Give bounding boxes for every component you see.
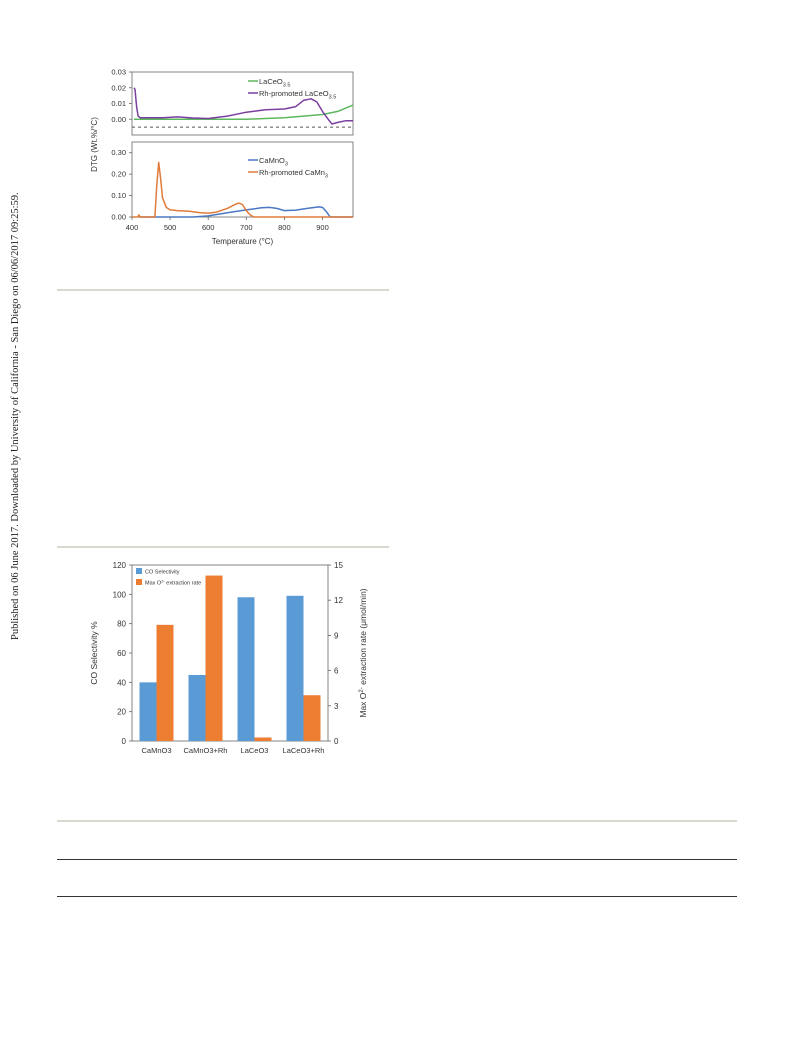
- dtg-y-axis-title: DTG (Wt.%/°C): [90, 117, 99, 172]
- figure-separator-1: [57, 289, 389, 291]
- bar-co-selectivity-camno3: [139, 682, 157, 741]
- selectivity-bar-chart: 120 100 80 60 40 20 0 15 12 9 6 3 0 CaMnO3 CaMnO3+Rh La…: [89, 561, 368, 755]
- bar-legend-label-max: Max O2- extraction rate: [145, 579, 201, 587]
- bar-y-axis-title: CO Selectivity %: [89, 621, 99, 685]
- bar-y-tick-label: 0: [122, 737, 127, 746]
- dtg-y-tick-label: 0.01: [111, 99, 126, 108]
- dtg-legend-label: Rh-promoted LaCeO3.5: [259, 89, 336, 101]
- bar-y-tick-label: 120: [113, 561, 127, 570]
- bar-x-tick-label: LaCeO3+Rh: [283, 746, 325, 755]
- bar-co-selectivity-laceo3-rh: [286, 595, 304, 741]
- bar-y-tick-label: 20: [117, 708, 126, 717]
- watermark-text: Published on 06 June 2017. Downloaded by…: [10, 192, 21, 640]
- dtg-series-rh-promoted-laceo3-5: [133, 87, 353, 125]
- dtg-legend-label: CaMnO3: [259, 156, 288, 168]
- bar-legend-swatch-co: [136, 568, 142, 574]
- selectivity-figure: 120 100 80 60 40 20 0 15 12 9 6 3 0 CaMnO3 CaMnO3+Rh La…: [80, 556, 370, 766]
- dtg-y-tick-label: 0.00: [111, 115, 126, 124]
- dtg-y-tick-label: 0.02: [111, 83, 126, 92]
- bar-y2-tick-label: 12: [334, 596, 343, 605]
- dtg-panel-frame-top: [131, 71, 354, 136]
- dtg-chart: 0.03 0.02 0.01 0.00 LaCeO3.5Rh-promoted LaCe…: [90, 68, 354, 246]
- bar-co-selectivity-laceo3: [237, 597, 255, 741]
- table-rule-bottom: [57, 896, 737, 897]
- bar-y2-tick-label: 6: [334, 667, 339, 676]
- bar-x-tick-label: CaMnO3: [141, 746, 171, 755]
- bar-y2-tick-label: 3: [334, 702, 339, 711]
- dtg-x-tick-label: 600: [202, 223, 215, 232]
- page-separator-1: [57, 820, 737, 822]
- bar-x-tick-label: CaMnO3+Rh: [184, 746, 228, 755]
- bar-y2-tick-label: 0: [334, 737, 339, 746]
- table-rule-top: [57, 859, 737, 860]
- dtg-x-tick-label: 700: [240, 223, 253, 232]
- bar-max-extraction-rate-camno3: [156, 624, 174, 741]
- bar-legend-label-co: CO Selectivity: [145, 570, 180, 576]
- bar-max-extraction-rate-laceo3-rh: [303, 695, 321, 741]
- dtg-figure: 0.03 0.02 0.01 0.00 LaCeO3.5 Rh-promoted LaCe…: [80, 62, 360, 262]
- dtg-y-tick-label: 0.03: [111, 68, 126, 77]
- dtg-x-tick-label: 800: [278, 223, 291, 232]
- dtg-legend-label: Rh-promoted CaMn3: [259, 168, 328, 180]
- dtg-y-tick-label: 0.10: [111, 191, 126, 200]
- figure-separator-2: [57, 546, 389, 548]
- bar-y2-axis-title: Max O2- extraction rate (μmol/min): [358, 588, 368, 717]
- bar-y-tick-label: 80: [117, 620, 126, 629]
- dtg-legend-label: LaCeO3.5: [259, 77, 290, 89]
- dtg-series-rh-promoted-camn3: [132, 161, 353, 218]
- download-watermark: Published on 06 June 2017. Downloaded by…: [6, 180, 22, 640]
- dtg-x-axis-title: Temperature (°C): [212, 237, 274, 246]
- dtg-y-tick-label: 0.20: [111, 170, 126, 179]
- dtg-x-tick-label: 900: [316, 223, 329, 232]
- bar-y-tick-label: 60: [117, 649, 126, 658]
- dtg-y-tick-label: 0.00: [111, 213, 126, 222]
- dtg-y-tick-label: 0.30: [111, 148, 126, 157]
- bar-max-extraction-rate-camno3-rh: [205, 575, 223, 741]
- dtg-panel-frame-bottom: [131, 141, 354, 218]
- bar-x-tick-label: LaCeO3: [241, 746, 269, 755]
- bar-y2-tick-label: 15: [334, 561, 343, 570]
- dtg-series-laceo3-5: [133, 104, 354, 121]
- dtg-series-camno3: [139, 206, 353, 218]
- dtg-x-tick-label: 400: [126, 223, 139, 232]
- bar-legend-swatch-max: [136, 579, 142, 585]
- bar-y-tick-label: 40: [117, 678, 126, 687]
- bar-co-selectivity-camno3-rh: [188, 675, 206, 741]
- dtg-x-tick-label: 500: [164, 223, 177, 232]
- bar-y-tick-label: 100: [113, 590, 127, 599]
- bar-max-extraction-rate-laceo3: [254, 737, 272, 741]
- bar-y2-tick-label: 9: [334, 631, 339, 640]
